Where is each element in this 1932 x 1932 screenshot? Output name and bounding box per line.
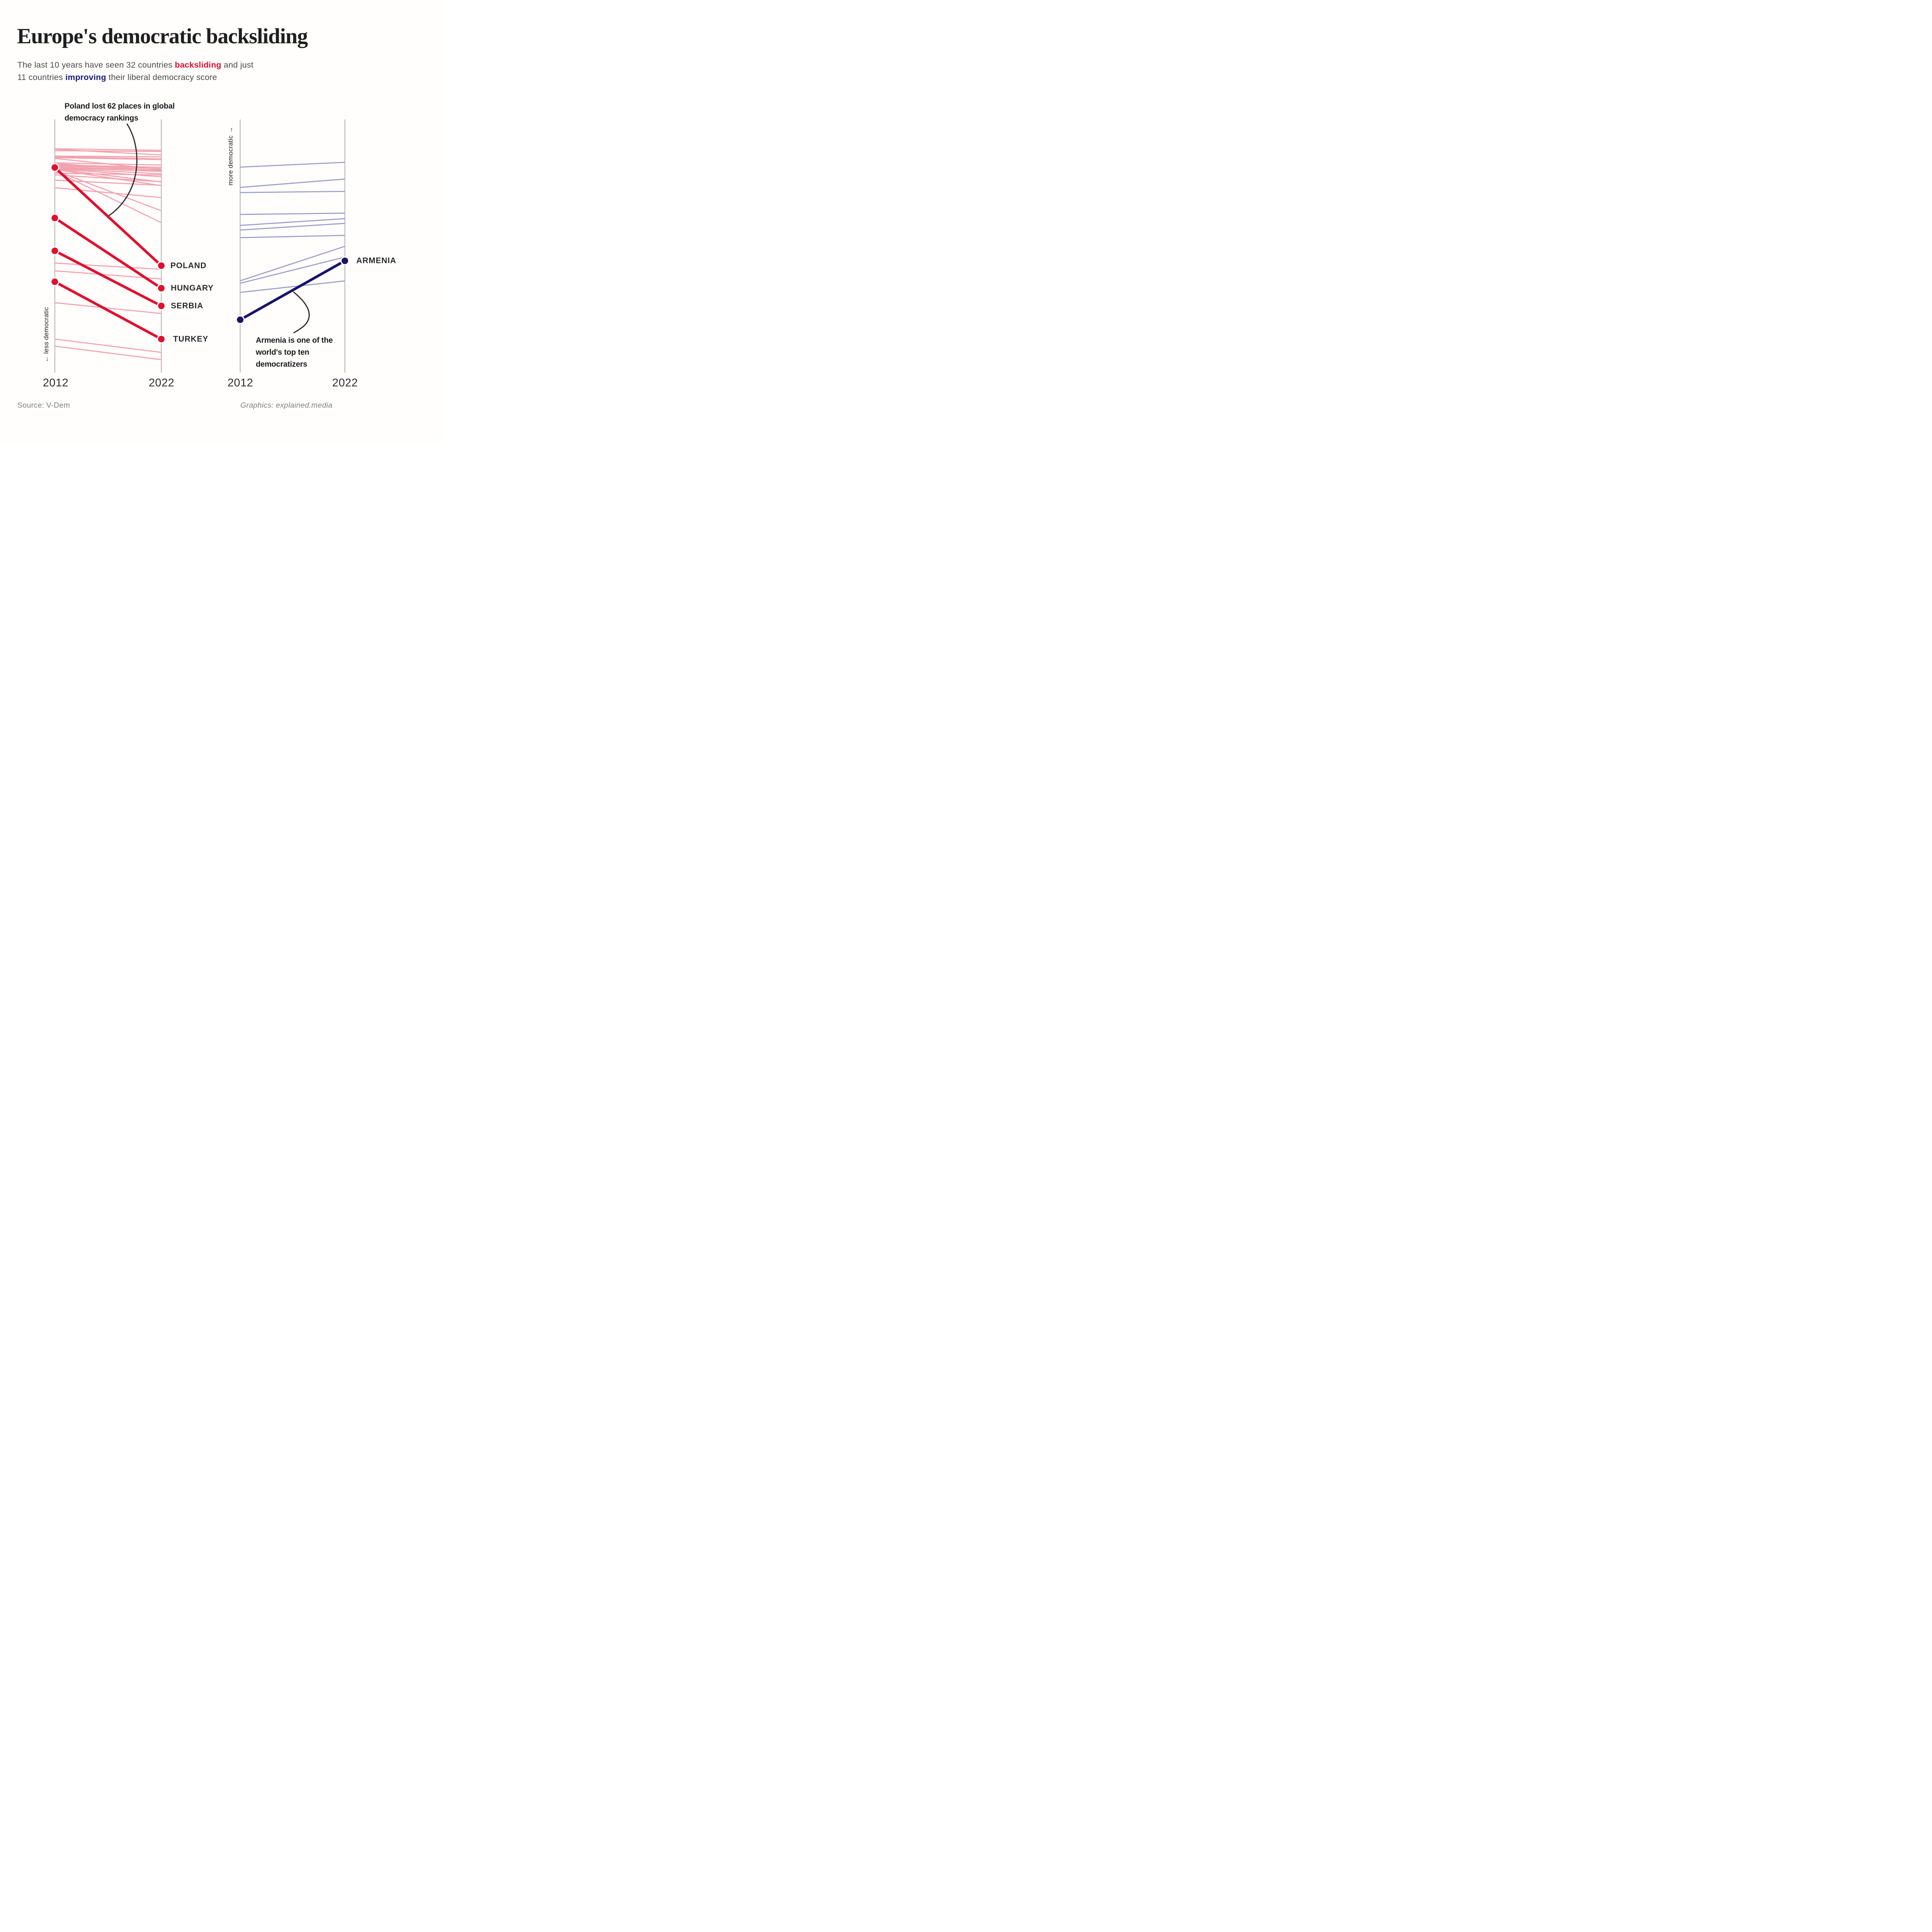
infographic-root: Europe's democratic backsliding The last… — [0, 0, 444, 444]
backsliding-background-line — [54, 157, 162, 160]
annotation-curve-armenia — [293, 291, 310, 333]
label-turkey: TURKEY — [173, 335, 209, 344]
backsliding-background-line — [54, 172, 162, 176]
backsliding-background-line — [54, 345, 162, 361]
dot-2012-hungary — [50, 213, 60, 223]
right-axis-year-2012: 2012 — [227, 377, 253, 389]
subtitle-text: 11 countries — [17, 73, 66, 82]
backsliding-background-line — [54, 155, 162, 158]
improving-background-line — [240, 178, 345, 188]
backsliding-background-line — [54, 168, 162, 178]
improving-background-line — [240, 280, 345, 293]
backsliding-background-line — [54, 168, 162, 183]
backsliding-background-line — [54, 163, 162, 172]
backsliding-background-line — [54, 164, 162, 168]
dot-2012-armenia — [236, 315, 245, 324]
backsliding-background-line — [54, 167, 162, 175]
improving-background-line — [240, 190, 345, 193]
backsliding-background-line — [54, 169, 162, 186]
improving-background-line — [240, 213, 345, 215]
subtitle-line-1: The last 10 years have seen 32 countries… — [17, 59, 253, 71]
backsliding-background-line — [54, 148, 162, 151]
subtitle-improving-word: improving — [65, 73, 106, 82]
annotation-poland: Poland lost 62 places in global democrac… — [65, 102, 175, 122]
highlight-line-serbia — [54, 250, 162, 307]
subtitle: The last 10 years have seen 32 countries… — [17, 59, 253, 83]
backsliding-background-line — [54, 302, 162, 314]
highlight-line-turkey — [54, 281, 162, 340]
label-armenia: ARMENIA — [356, 256, 396, 265]
source-credit: Source: V-Dem — [17, 401, 70, 410]
chart-highlight-layer — [50, 163, 349, 344]
improving-background-line — [240, 256, 345, 284]
subtitle-text: The last 10 years have seen 32 countries — [17, 60, 175, 70]
subtitle-text: and just — [221, 60, 253, 70]
label-poland: POLAND — [170, 261, 207, 270]
dot-2022-hungary — [157, 284, 166, 293]
annotation-armenia: Armenia is one of the world's top ten de… — [256, 336, 333, 369]
improving-background-line — [240, 162, 345, 168]
dot-2022-armenia — [340, 256, 349, 265]
backsliding-background-line — [54, 187, 162, 198]
page-title: Europe's democratic backsliding — [17, 24, 308, 48]
annotation-curve-poland — [108, 123, 138, 216]
subtitle-backsliding-word: backsliding — [175, 60, 221, 70]
highlight-line-poland — [54, 166, 162, 267]
backsliding-background-line — [54, 338, 162, 353]
backsliding-background-line — [54, 179, 162, 186]
dot-2022-serbia — [157, 301, 166, 311]
backsliding-background-line — [54, 148, 162, 156]
improving-background-line — [240, 218, 345, 226]
backsliding-background-line — [54, 156, 162, 160]
dot-2012-poland — [50, 163, 60, 172]
subtitle-line-2: 11 countries improving their liberal dem… — [17, 71, 253, 83]
highlight-line-hungary — [54, 217, 162, 289]
axis-label-more-democratic: more democratic → — [227, 127, 234, 185]
backsliding-background-line — [54, 262, 162, 270]
right-axis-year-2022: 2022 — [332, 377, 358, 389]
improving-background-line — [240, 235, 345, 238]
backsliding-background-line — [54, 170, 162, 211]
dot-2012-serbia — [50, 246, 60, 255]
left-axis-year-2022: 2022 — [148, 377, 175, 389]
backsliding-background-line — [54, 174, 162, 182]
graphics-credit: Graphics: explained.media — [240, 401, 333, 410]
dot-2022-poland — [157, 261, 166, 270]
label-hungary: HUNGARY — [171, 284, 214, 293]
backsliding-background-line — [54, 167, 162, 172]
improving-background-line — [240, 246, 345, 281]
dot-2022-turkey — [157, 335, 166, 344]
axis-label-less-democratic: ← less democratic — [43, 307, 50, 362]
improving-background-line — [240, 223, 345, 231]
slope-chart — [50, 119, 349, 373]
highlight-line-armenia — [239, 260, 346, 321]
left-axis-year-2012: 2012 — [43, 377, 69, 389]
backsliding-background-line — [54, 158, 162, 170]
backsliding-background-line — [54, 170, 162, 223]
chart-background-layer — [54, 119, 345, 373]
subtitle-text: their liberal democracy score — [106, 73, 217, 82]
dot-2012-turkey — [50, 277, 60, 286]
label-serbia: SERBIA — [171, 301, 204, 310]
